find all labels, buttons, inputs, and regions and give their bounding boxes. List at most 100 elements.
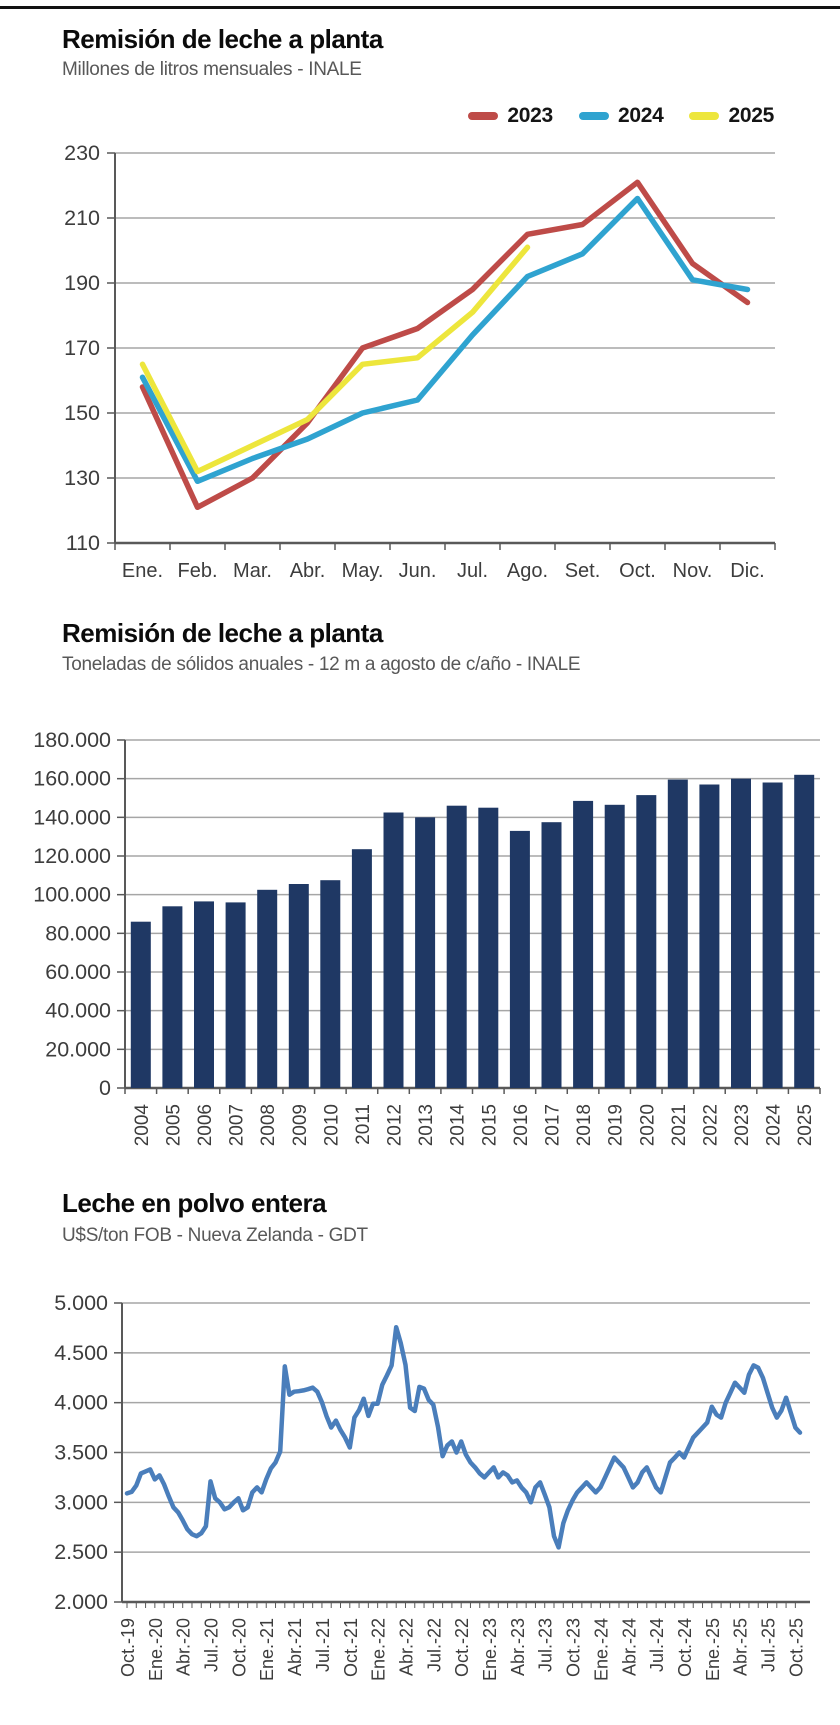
bar-2025 — [794, 774, 815, 1088]
x-tick-label: Oct.-19 — [118, 1618, 138, 1677]
chart3-title: Leche en polvo entera — [62, 1188, 327, 1218]
bar-2019 — [604, 804, 625, 1088]
legend-label: 2024 — [617, 104, 664, 127]
x-tick-label: 2013 — [416, 1104, 437, 1146]
y-tick-label: 230 — [64, 141, 100, 165]
y-tick-label: 0 — [99, 1076, 111, 1100]
x-tick-label: Jun. — [399, 560, 437, 582]
x-tick-label: 2015 — [479, 1104, 500, 1146]
x-tick-label: Ago. — [507, 560, 548, 582]
x-tick-label: 2007 — [227, 1104, 248, 1146]
x-tick-label: 2012 — [385, 1104, 406, 1146]
y-tick-label: 60.000 — [45, 960, 111, 984]
x-tick-label: Oct.-25 — [786, 1618, 806, 1677]
x-tick-label: 2024 — [764, 1104, 785, 1147]
x-tick-label: 2010 — [321, 1104, 342, 1146]
x-tick-label: Oct.-24 — [675, 1618, 695, 1677]
y-tick-label: 2.500 — [54, 1540, 108, 1564]
series-2024-line — [139, 195, 751, 485]
x-tick-label: Abr. — [290, 560, 326, 582]
monthly-milk-line-chart: 230 210 190 170 150 130 110 Ene. Feb. Mar. Abr. May… — [64, 141, 776, 582]
bar-2016 — [509, 830, 530, 1088]
x-tick-label: 2021 — [669, 1104, 690, 1146]
bar-2004 — [130, 921, 151, 1088]
x-tick-label: Feb. — [177, 560, 217, 582]
chart1-x-axis: Ene. Feb. Mar. Abr. May. Jun. Jul. Ago. Set. Oct.… — [114, 543, 776, 582]
x-tick-label: Ene.-22 — [369, 1618, 389, 1681]
chart3-subtitle: U$S/ton FOB - Nueva Zelanda - GDT — [62, 1225, 368, 1246]
x-tick-label: 2016 — [511, 1104, 532, 1146]
bar-2013 — [415, 817, 436, 1088]
x-tick-label: Abr.-21 — [285, 1618, 305, 1676]
y-tick-label: 3.000 — [54, 1490, 108, 1514]
bar-2021 — [667, 779, 688, 1088]
chart1-gridlines: 230 210 190 170 150 130 110 — [64, 141, 775, 555]
y-tick-label: 140.000 — [33, 805, 111, 829]
series-2025-line — [139, 244, 531, 475]
x-tick-label: Jul.-22 — [424, 1618, 444, 1672]
chart3-x-axis: Oct.-19 Ene.-20 Abr.-20 Jul.-20 Oct.-20 Ene.-… — [118, 1602, 806, 1681]
x-tick-label: 2023 — [732, 1104, 753, 1146]
top-divider — [0, 6, 840, 9]
x-tick-label: Oct. — [619, 560, 656, 582]
y-tick-label: 120.000 — [33, 844, 111, 868]
bars — [130, 774, 815, 1088]
bar-2014 — [446, 805, 467, 1088]
x-tick-label: 2011 — [353, 1104, 374, 1145]
y-tick-label: 40.000 — [45, 999, 111, 1023]
y-tick-label: 3.500 — [54, 1441, 108, 1465]
x-tick-label: Abr.-25 — [731, 1618, 751, 1676]
x-tick-label: Ene.-25 — [703, 1618, 723, 1681]
chart2-subtitle: Toneladas de sólidos anuales - 12 m a ag… — [62, 654, 581, 675]
x-tick-label: 2008 — [258, 1104, 279, 1146]
x-tick-label: 2018 — [574, 1104, 595, 1146]
x-tick-label: 2009 — [290, 1104, 311, 1146]
y-tick-label: 180.000 — [33, 728, 111, 752]
x-tick-label: Dic. — [730, 560, 764, 582]
bar-2006 — [194, 901, 214, 1088]
chart1-title: Remisión de leche a planta — [62, 24, 383, 54]
legend-swatch-2024 — [578, 112, 609, 120]
y-tick-label: 110 — [66, 531, 100, 555]
x-tick-label: 2020 — [637, 1104, 658, 1146]
x-tick-label: 2025 — [795, 1104, 816, 1146]
y-tick-label: 4.500 — [54, 1341, 108, 1365]
bar-2022 — [699, 784, 720, 1088]
x-tick-label: Ene.-24 — [591, 1618, 611, 1681]
y-tick-label: 80.000 — [45, 921, 111, 945]
legend-label: 2025 — [728, 104, 774, 127]
y-tick-label: 130 — [64, 466, 100, 490]
x-tick-label: Set. — [565, 560, 601, 582]
x-tick-label: Oct.-21 — [341, 1618, 361, 1677]
bar-2018 — [573, 800, 594, 1088]
chart2-x-axis: 2004 2005 2006 2007 2008 2009 2010 2011 2012 2013… — [124, 1088, 821, 1147]
x-tick-label: Jul.-25 — [759, 1618, 779, 1672]
y-tick-label: 190 — [64, 271, 100, 295]
chart2-title: Remisión de leche a planta — [62, 618, 383, 648]
x-tick-label: 2019 — [606, 1104, 627, 1146]
x-tick-label: 2014 — [448, 1104, 469, 1147]
wmp-price-line — [124, 1324, 803, 1550]
bar-2020 — [636, 795, 657, 1088]
x-tick-label: Oct.-22 — [452, 1618, 472, 1677]
x-tick-label: Jul.-21 — [313, 1618, 333, 1672]
bar-2017 — [541, 822, 562, 1088]
x-tick-label: Oct.-23 — [564, 1618, 584, 1677]
x-tick-label: 2005 — [163, 1104, 184, 1146]
bar-2007 — [225, 902, 246, 1088]
x-tick-label: Jul. — [457, 560, 488, 582]
x-tick-label: Jul.-24 — [647, 1618, 667, 1672]
x-tick-label: Mar. — [233, 560, 272, 582]
series-2023-line — [139, 179, 751, 511]
x-tick-label: Jul.-23 — [536, 1618, 556, 1672]
x-tick-label: Abr.-23 — [508, 1618, 528, 1676]
y-tick-label: 20.000 — [45, 1037, 111, 1061]
legend-item-2025: 2025 — [689, 104, 774, 128]
x-tick-label: Ene.-20 — [146, 1618, 166, 1681]
bar-2009 — [288, 884, 309, 1088]
bar-2012 — [383, 812, 404, 1088]
y-tick-label: 170 — [64, 336, 100, 360]
annual-solids-bar-chart: 180.000 160.000 140.000 120.000 100.000 80.00… — [33, 728, 821, 1147]
bar-2023 — [731, 778, 751, 1088]
